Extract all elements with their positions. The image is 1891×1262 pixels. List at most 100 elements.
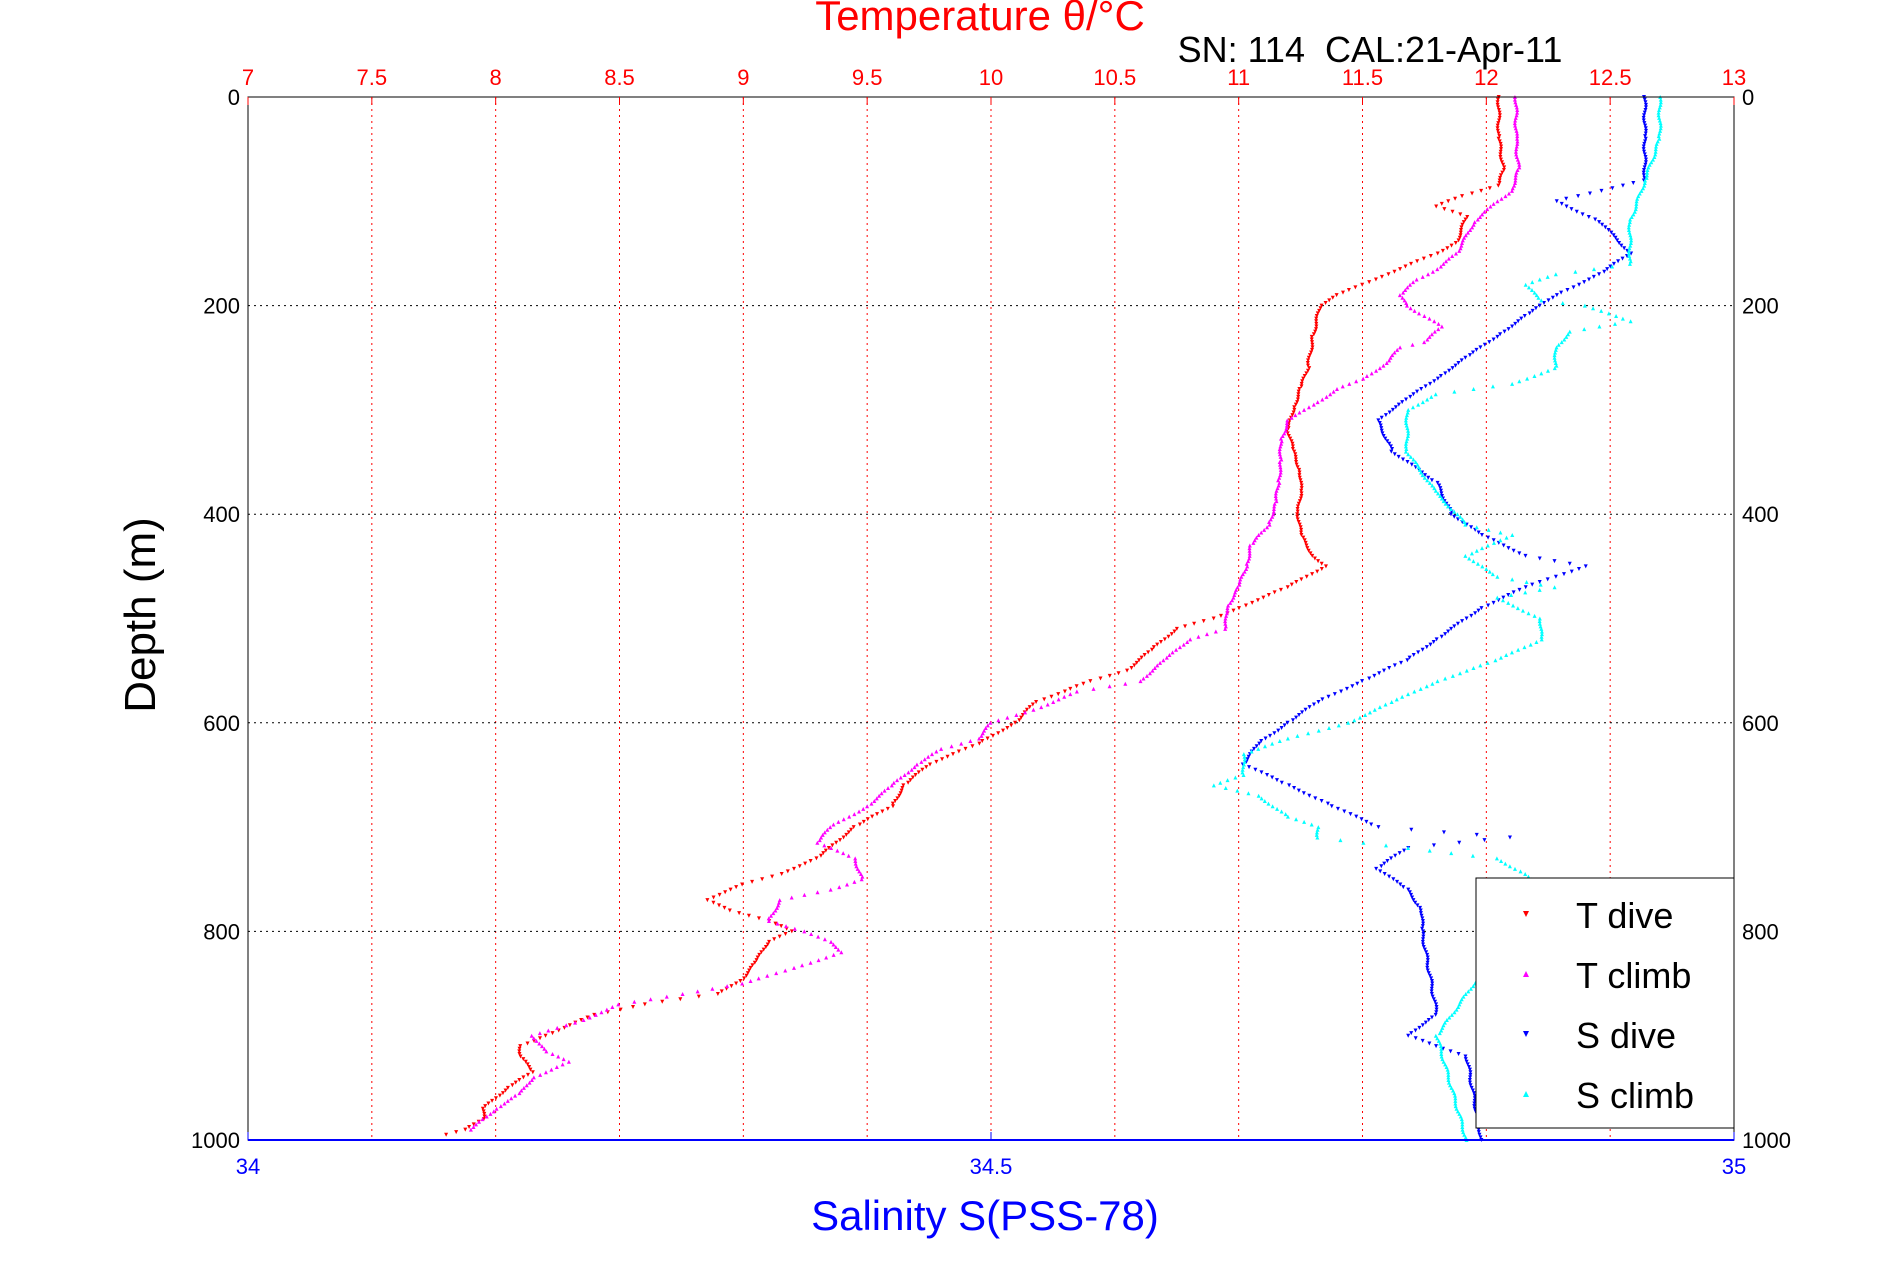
- data-point: [696, 994, 701, 999]
- data-point: [1434, 1010, 1439, 1015]
- data-point: [1403, 444, 1408, 449]
- data-point: [1244, 561, 1249, 566]
- data-point: [1467, 1078, 1472, 1083]
- data-point: [1491, 600, 1496, 605]
- data-point: [1379, 428, 1384, 433]
- data-point: [830, 843, 835, 848]
- data-point: [1299, 480, 1304, 485]
- data-point: [1515, 131, 1520, 136]
- data-point: [1498, 530, 1503, 535]
- data-point: [1496, 108, 1501, 113]
- data-point: [1643, 105, 1648, 110]
- data-point: [1611, 261, 1616, 266]
- data-point: [1553, 272, 1558, 277]
- data-point: [664, 994, 669, 999]
- data-point: [767, 939, 772, 944]
- data-point: [1644, 128, 1649, 133]
- data-point: [488, 1111, 493, 1116]
- data-point: [1469, 551, 1474, 556]
- data-point: [1516, 647, 1521, 652]
- data-point: [824, 955, 829, 960]
- data-point: [1399, 660, 1404, 665]
- data-point: [1344, 686, 1349, 691]
- data-point: [1270, 775, 1275, 780]
- data-point: [474, 1122, 479, 1127]
- data-point: [1517, 587, 1522, 592]
- data-point: [1628, 217, 1633, 222]
- data-point: [1511, 590, 1516, 595]
- data-point: [877, 793, 882, 798]
- data-point: [821, 851, 826, 856]
- data-point: [1449, 851, 1454, 856]
- data-point: [1495, 128, 1500, 133]
- data-point: [1329, 804, 1334, 809]
- data-point: [1497, 178, 1502, 183]
- data-point: [525, 1041, 530, 1046]
- data-point: [1267, 522, 1272, 527]
- data-point: [1457, 1002, 1462, 1007]
- data-point: [477, 1119, 482, 1124]
- data-point: [1396, 402, 1401, 407]
- data-point: [1514, 170, 1519, 175]
- data-point: [1267, 520, 1272, 525]
- data-point: [1432, 379, 1437, 384]
- data-point: [748, 965, 753, 970]
- data-point: [1471, 984, 1476, 989]
- data-point: [1308, 551, 1313, 556]
- data-point: [1440, 248, 1445, 253]
- data-point: [1620, 183, 1625, 188]
- data-point: [1499, 144, 1504, 149]
- data-point: [527, 1080, 532, 1085]
- data-point: [1471, 559, 1476, 564]
- depth-tick-label-right: 0: [1742, 85, 1754, 110]
- data-point: [1277, 449, 1282, 454]
- data-point: [471, 1122, 476, 1127]
- data-point: [1482, 838, 1487, 843]
- data-point: [524, 1083, 529, 1088]
- data-point: [1515, 110, 1520, 115]
- data-point: [983, 726, 988, 731]
- data-point: [1448, 1083, 1453, 1088]
- data-point: [1167, 653, 1172, 658]
- data-point: [1523, 590, 1528, 595]
- data-point: [1419, 387, 1424, 392]
- data-point: [841, 817, 846, 822]
- data-point: [828, 825, 833, 830]
- data-point: [1532, 290, 1537, 295]
- data-point: [818, 853, 823, 858]
- data-point: [1496, 121, 1501, 126]
- data-point: [1262, 799, 1267, 804]
- data-point: [802, 929, 807, 934]
- data-point: [1458, 246, 1463, 251]
- data-point: [885, 806, 890, 811]
- data-point: [849, 827, 854, 832]
- data-point: [1602, 269, 1607, 274]
- x-axis-label-salinity: Salinity S(PSS-78): [811, 1192, 1159, 1239]
- data-point: [1310, 342, 1315, 347]
- data-point: [444, 1132, 449, 1137]
- data-point: [705, 898, 710, 903]
- data-point: [1296, 501, 1301, 506]
- data-point: [1530, 308, 1535, 313]
- data-point: [1411, 653, 1416, 658]
- data-point: [1460, 619, 1465, 624]
- data-point: [1425, 960, 1430, 965]
- data-point: [1550, 295, 1555, 300]
- data-point: [1295, 517, 1300, 522]
- data-point: [1316, 559, 1321, 564]
- data-point: [1539, 626, 1544, 631]
- data-point: [853, 861, 858, 866]
- data-point: [1626, 251, 1631, 256]
- data-point: [1290, 441, 1295, 446]
- data-point: [1639, 188, 1644, 193]
- data-point: [1325, 801, 1330, 806]
- data-point: [1395, 347, 1400, 352]
- data-point: [1634, 199, 1639, 204]
- data-point: [1158, 639, 1163, 644]
- data-point: [1233, 590, 1238, 595]
- data-point: [738, 978, 743, 983]
- data-point: [1412, 689, 1417, 694]
- data-point: [1401, 290, 1406, 295]
- data-point: [838, 838, 843, 843]
- data-point: [1363, 712, 1368, 717]
